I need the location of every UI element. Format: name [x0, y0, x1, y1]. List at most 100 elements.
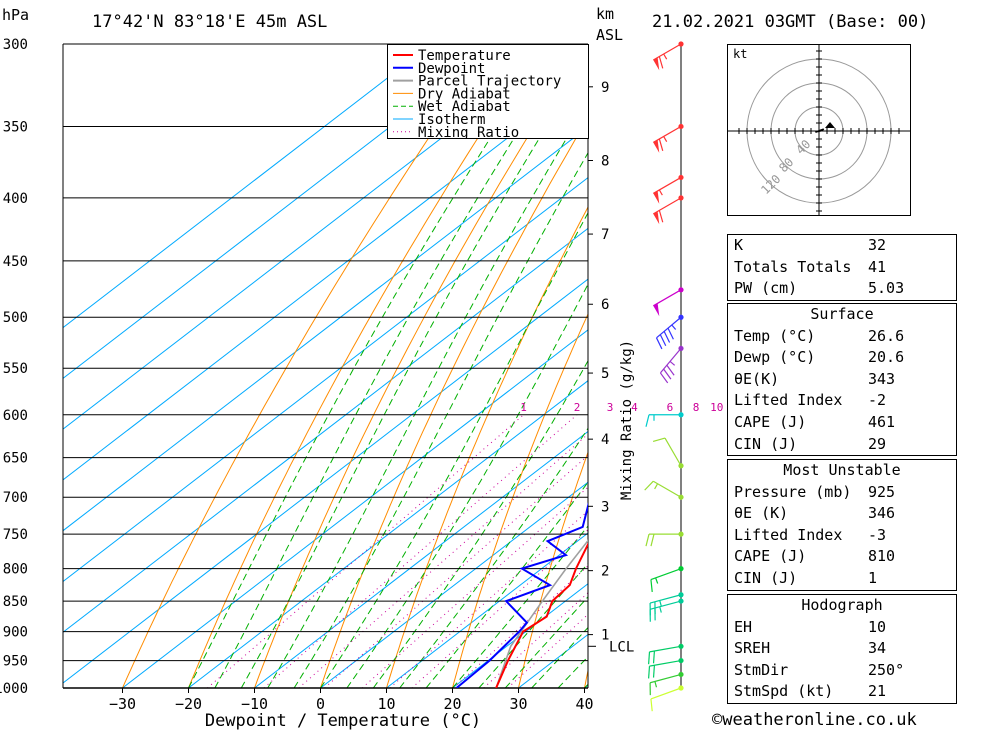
mixing-ratio-line: [411, 529, 588, 688]
wind-barb: [645, 531, 684, 547]
row-label: SREH: [734, 639, 771, 658]
most-unstable-row: CIN (J) 1: [728, 568, 956, 590]
isotherm-line: [254, 430, 588, 688]
legend-item-label: Wet Adiabat: [418, 99, 511, 115]
wind-barb-half-flag: [655, 577, 659, 584]
most-unstable-title: Most Unstable: [783, 461, 901, 479]
index-value: 32: [868, 236, 887, 254]
mixing-ratio-label: 6: [667, 401, 674, 414]
wind-barb: [648, 657, 684, 679]
wind-barb-shaft: [652, 197, 682, 215]
row-label: Lifted Index: [734, 391, 843, 410]
index-label: Totals Totals: [734, 257, 852, 276]
wind-barb: [655, 314, 684, 350]
wind-barb-flag: [658, 210, 664, 223]
legend-item-label: Dry Adiabat: [418, 86, 511, 102]
row-value: 20.6: [868, 348, 905, 367]
x-tick-label: −30: [109, 695, 136, 713]
wind-barb-shaft: [652, 176, 682, 194]
km-label: km: [596, 5, 615, 23]
wind-barb-flag: [650, 579, 653, 592]
row-value: 26.6: [868, 326, 905, 345]
dry-adiabat-line: [452, 312, 588, 688]
index-row-k: K 32: [728, 235, 956, 257]
hodograph-row: SREH 34: [728, 638, 956, 660]
wind-level-dot: [678, 174, 684, 181]
mixing-ratio-label: 10: [710, 401, 723, 414]
wind-barb-half-flag: [663, 53, 668, 60]
wind-barb-half-flag: [663, 136, 668, 142]
hodograph-table: Hodograph EH 10 SREH 34 StmDir 250° StmSpd …: [727, 594, 957, 704]
wind-barb: [648, 643, 684, 665]
hodograph-unit-label: kt: [733, 47, 747, 61]
wind-barb-pennant: [653, 57, 660, 71]
surface-row: Lifted Index -2: [728, 390, 956, 412]
index-row-totals: Totals Totals 41: [728, 257, 956, 279]
surface-row: Temp (°C) 26.6: [728, 326, 956, 348]
altitude-tick-label: 9: [601, 80, 609, 96]
pressure-tick-label: 650: [3, 451, 28, 467]
wind-barb: [650, 685, 684, 712]
pressure-unit-label: hPa: [2, 6, 30, 24]
index-value: 41: [868, 257, 887, 276]
pressure-tick-label: 550: [3, 361, 28, 377]
mixing-ratio-line: [389, 510, 588, 688]
wind-barb-flag: [652, 665, 656, 678]
wet-adiabat-line: [372, 359, 588, 688]
hodograph-trace: [815, 128, 825, 133]
isotherm-line: [320, 481, 588, 688]
dry-adiabat-line: [980, 44, 1000, 688]
surface-row: Dewp (°C) 20.6: [728, 347, 956, 369]
row-label: Temp (°C): [734, 326, 816, 345]
row-value: 346: [868, 504, 896, 523]
index-row-pw: PW (cm) 5.03: [728, 278, 956, 300]
hodograph-box: kt 40 80 120: [727, 44, 911, 216]
wind-barb: [652, 123, 684, 153]
pressure-tick-label: 850: [3, 594, 28, 610]
dry-adiabat-line: [122, 44, 493, 688]
copyright-footer[interactable]: ©weatheronline.co.uk: [712, 710, 917, 730]
row-value: 29: [868, 434, 887, 453]
chart-legend: Temperature Dewpoint Parcel Trajectory Dry …: [387, 44, 589, 141]
wind-barb-flag: [650, 533, 655, 547]
isotherm-line: [63, 278, 588, 684]
parcel-trajectory-line: [495, 539, 588, 688]
hodograph-row: StmSpd (kt) 21: [728, 681, 956, 703]
row-label: Dewp (°C): [734, 348, 816, 367]
wind-barb-shaft: [649, 659, 682, 667]
row-value: 250°: [868, 660, 905, 679]
pressure-tick-label: 900: [3, 625, 28, 641]
x-tick-label: 30: [509, 695, 527, 713]
row-value: 925: [868, 482, 896, 501]
wind-barb-flag: [648, 666, 651, 679]
wind-barb: [652, 195, 684, 225]
wind-barb-flag: [645, 414, 650, 427]
isotherm-line: [63, 227, 588, 633]
pressure-tick-label: 700: [3, 490, 28, 506]
wet-adiabat-line: [214, 44, 575, 688]
wind-barb-shaft: [652, 480, 682, 498]
altitude-tick-label: 8: [601, 153, 609, 169]
wind-barb-half-flag: [671, 324, 677, 330]
altitude-tick-label: 2: [601, 564, 609, 580]
wind-barb: [652, 174, 684, 204]
isotherm-line: [63, 126, 588, 532]
pressure-tick-label: 300: [3, 37, 28, 53]
mixing-ratio-label: 2: [574, 401, 581, 414]
isotherm-line: [63, 44, 565, 430]
wind-barb-shaft: [664, 437, 682, 467]
wind-barb-shaft: [649, 594, 682, 604]
pressure-tick-label: 1000: [0, 681, 28, 697]
wind-barb: [652, 437, 684, 469]
site-link[interactable]: weatheronline.co.uk: [722, 710, 917, 730]
wind-barb-shaft: [652, 43, 682, 61]
surface-title: Surface: [810, 305, 874, 323]
wind-barb-flag: [652, 437, 666, 443]
temperature-line: [495, 542, 588, 688]
row-label: Pressure (mb): [734, 482, 852, 501]
index-label: K: [734, 236, 744, 254]
pressure-tick-label: 400: [3, 191, 28, 207]
wind-barb-shaft: [652, 125, 682, 143]
copyright-icon: ©: [712, 710, 723, 730]
row-label: StmSpd (kt): [734, 682, 834, 701]
